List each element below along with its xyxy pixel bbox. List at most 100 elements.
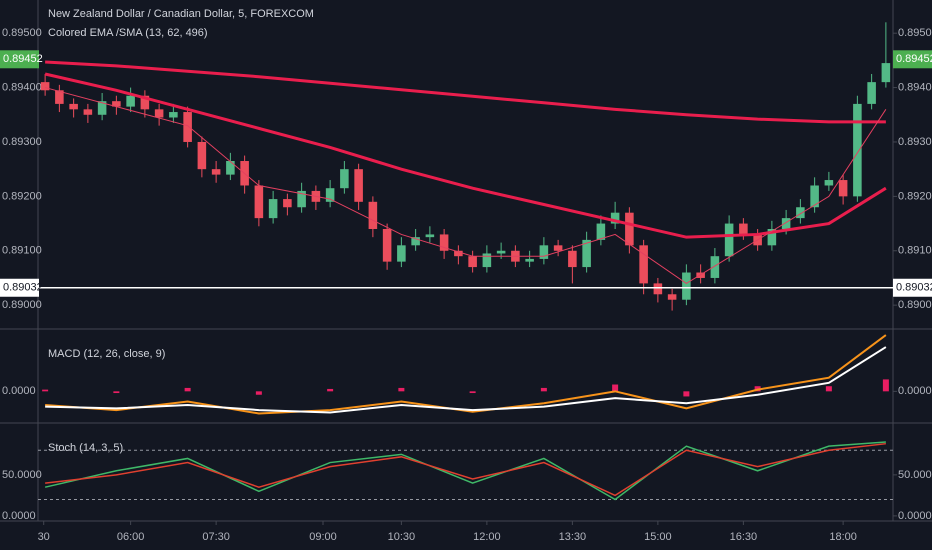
y-tick-label: 0.89100	[2, 245, 42, 257]
y-tick-label: 0.0000	[2, 385, 36, 397]
candle-body	[226, 161, 235, 175]
candle-body	[283, 199, 292, 208]
x-tick-label: 10:30	[388, 531, 416, 543]
x-tick-label: 12:00	[473, 531, 501, 543]
candle-body	[354, 169, 363, 202]
candle-body	[211, 169, 221, 175]
candle-body	[596, 223, 606, 240]
candle-body	[724, 223, 734, 257]
x-tick-label: 16:30	[730, 531, 758, 543]
histogram-bar	[469, 391, 476, 394]
y-tick-label: 0.89300	[2, 136, 42, 148]
candle-body	[525, 258, 534, 262]
candle-body	[140, 95, 150, 110]
x-tick-label: 18:00	[829, 531, 857, 543]
candle-body	[582, 239, 591, 268]
histogram-bar	[882, 379, 889, 392]
y-tick-label: 0.0000	[898, 385, 932, 397]
y-tick-label: 50.0000	[2, 469, 42, 481]
x-tick-label: 15:00	[644, 531, 672, 543]
candle-body	[625, 212, 634, 246]
candle-body	[739, 223, 748, 235]
histogram-bar	[612, 384, 619, 392]
candle-body	[867, 82, 876, 104]
candle-body	[496, 250, 506, 254]
histogram-bar	[42, 389, 49, 392]
candle-body	[97, 101, 107, 115]
candle-body	[169, 112, 178, 118]
indicator-line	[45, 442, 886, 497]
histogram-bar	[540, 387, 547, 392]
candle-body	[568, 250, 577, 268]
candle-body	[197, 141, 207, 170]
y-tick-label: 0.89500	[2, 27, 42, 39]
candle-body	[454, 250, 463, 257]
candle-body	[325, 188, 335, 202]
histogram-bar	[683, 391, 690, 397]
candle-body	[55, 90, 64, 104]
indicator-line	[44, 87, 887, 284]
histogram-bar	[398, 387, 405, 392]
indicator-line	[44, 441, 886, 501]
last-price-label: 0.89452	[896, 53, 932, 65]
candle-body	[824, 180, 834, 186]
y-tick-label: 0.89400	[898, 81, 932, 93]
last-price-label: 0.89452	[3, 53, 43, 65]
histogram-bar	[113, 391, 120, 394]
y-tick-label: 0.89300	[898, 136, 932, 148]
candle-body	[610, 212, 620, 224]
price-label: 0.89032	[3, 282, 43, 294]
x-tick-label: 06:00	[117, 531, 145, 543]
candle-body	[796, 207, 805, 219]
price-label: 0.89032	[896, 282, 932, 294]
candle-body	[297, 190, 306, 208]
candle-body	[40, 82, 50, 91]
candle-body	[682, 272, 691, 300]
y-tick-label: 0.89200	[898, 190, 932, 202]
y-tick-label: 0.89100	[898, 245, 932, 257]
indicator-line	[45, 60, 886, 124]
indicator-title: Colored EMA /SMA (13, 62, 496)	[48, 27, 208, 39]
histogram-bar	[184, 387, 191, 392]
candle-body	[468, 256, 477, 268]
candle-body	[838, 180, 848, 197]
candle-body	[439, 234, 449, 251]
price-box	[893, 278, 932, 297]
indicator-line	[45, 346, 887, 414]
candle-body	[69, 103, 78, 110]
candle-body	[340, 169, 349, 189]
histogram-bar	[825, 386, 832, 392]
candle-body	[482, 253, 492, 268]
price-box	[0, 278, 39, 297]
candle-body	[183, 112, 192, 142]
candle-body	[268, 199, 278, 219]
candle-body	[425, 234, 435, 238]
last-price-box	[0, 50, 39, 69]
candle-body	[126, 95, 135, 107]
candle-body	[539, 245, 549, 259]
candle-body	[254, 185, 264, 219]
indicator-title: MACD (12, 26, close, 9)	[48, 348, 165, 360]
indicator-line	[45, 334, 887, 415]
histogram-bar	[327, 388, 334, 392]
x-tick-label: 07:30	[202, 531, 230, 543]
x-tick-label: 30	[38, 531, 50, 543]
y-tick-label: 0.89400	[2, 81, 42, 93]
candle-body	[382, 229, 392, 262]
candle-body	[781, 218, 791, 230]
candle-body	[553, 245, 563, 251]
indicator-line	[44, 72, 887, 239]
candle-body	[397, 245, 406, 262]
candle-body	[368, 201, 378, 230]
y-tick-label: 0.89200	[2, 190, 42, 202]
candle-body	[767, 229, 777, 246]
y-tick-label: 0.89000	[898, 299, 932, 311]
last-price-box	[893, 50, 932, 69]
chart-title: New Zealand Dollar / Canadian Dollar, 5,…	[48, 8, 314, 20]
candle-body	[710, 256, 720, 278]
candle-body	[810, 185, 819, 208]
y-tick-label: 0.89500	[898, 27, 932, 39]
candle-body	[154, 109, 164, 118]
